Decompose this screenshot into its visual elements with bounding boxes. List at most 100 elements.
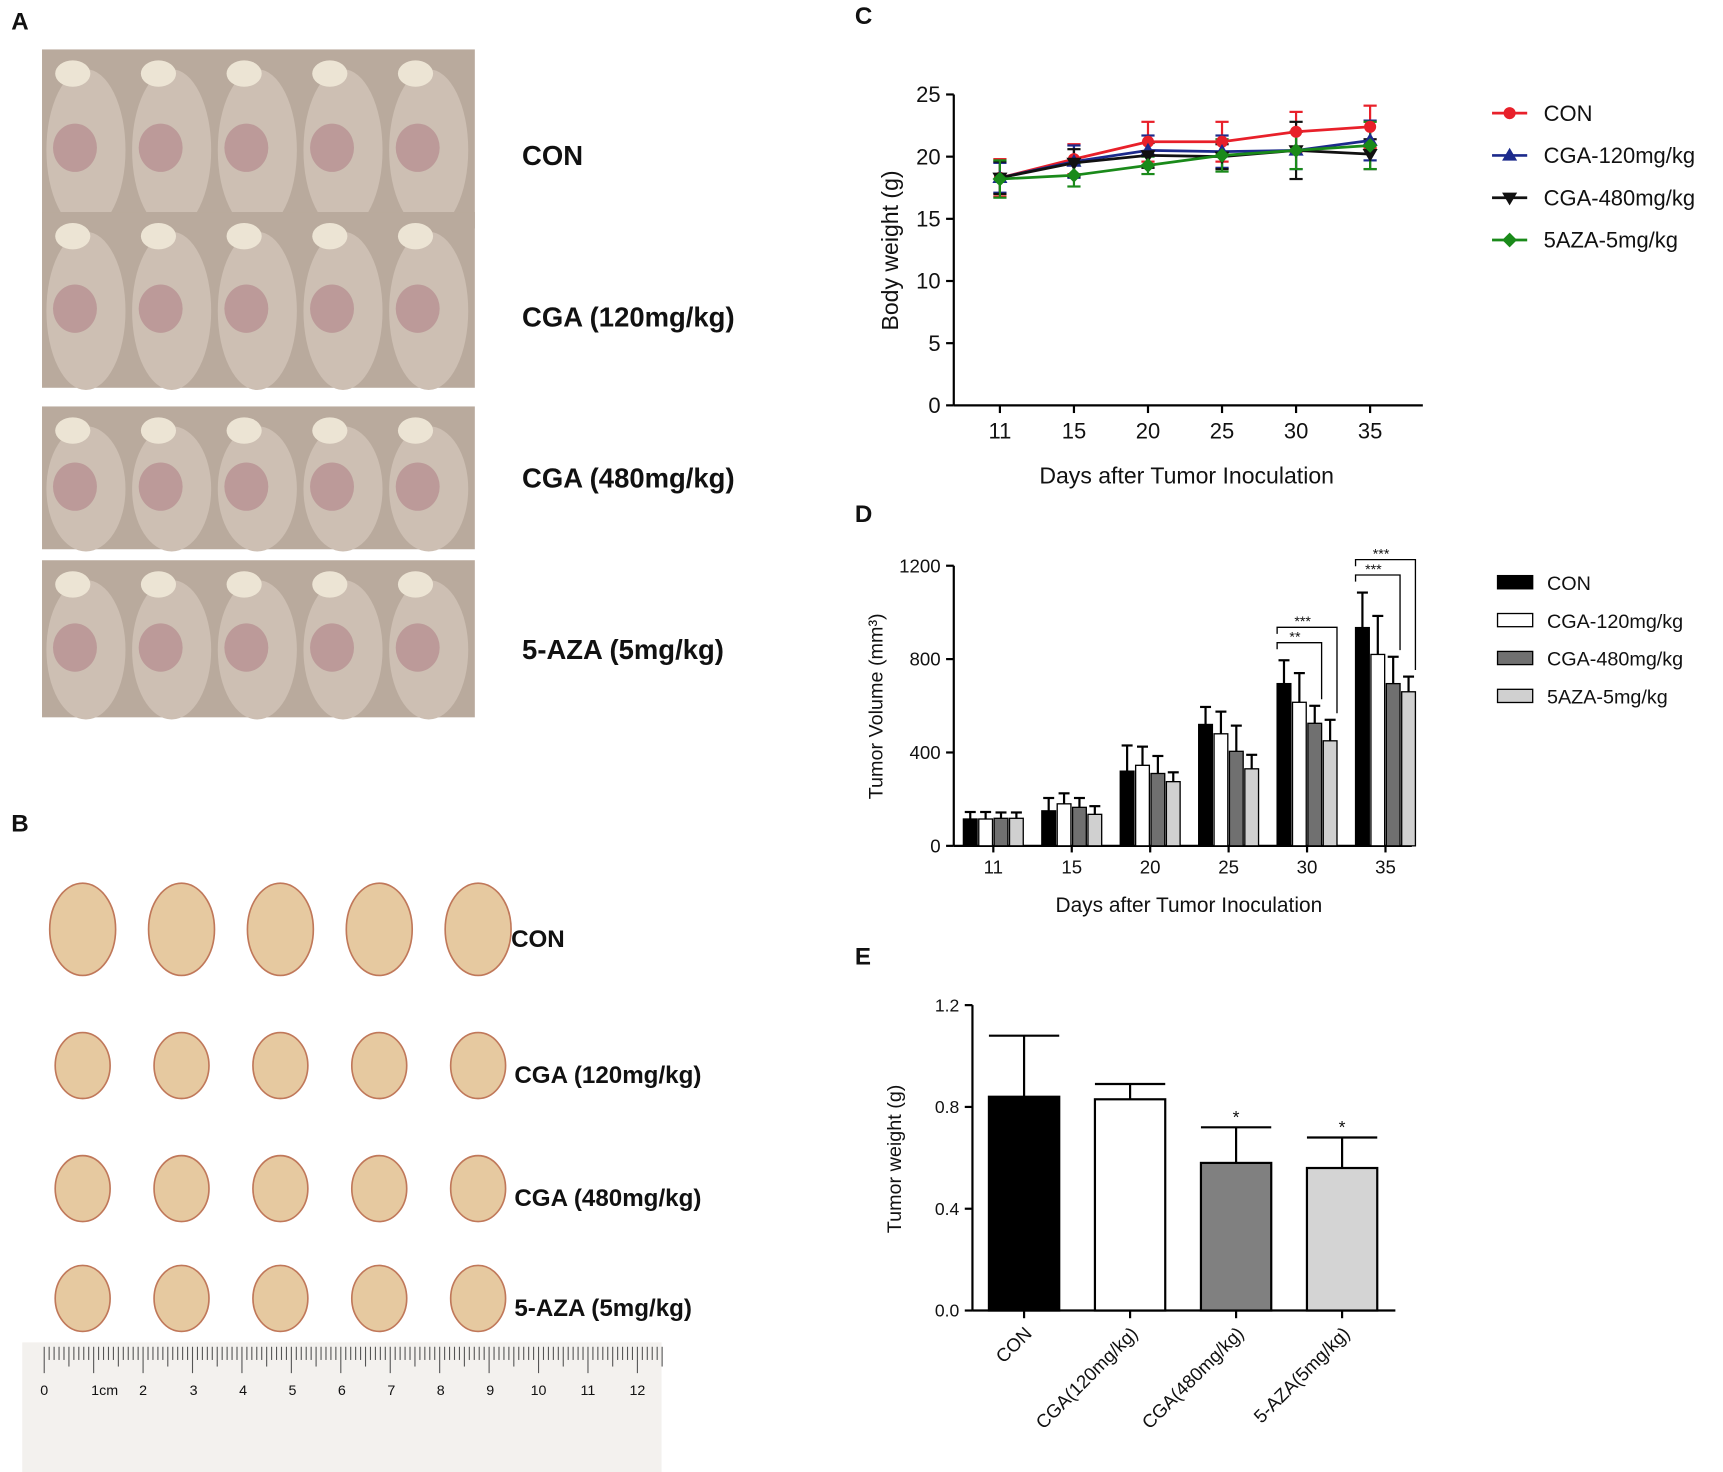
error-bar: [980, 810, 992, 820]
error-bar: [1356, 591, 1368, 628]
group-label: CGA (120mg/kg): [522, 301, 735, 332]
error-bar: [988, 1034, 1060, 1097]
bar: [1305, 1166, 1379, 1312]
significance-label: ***: [1294, 614, 1311, 630]
mouse-ear: [140, 571, 177, 598]
tumor: [449, 1154, 507, 1223]
legend-item: CGA-120mg/kg: [1496, 611, 1683, 633]
tumor: [252, 1264, 309, 1333]
error-bar: [1167, 771, 1179, 782]
bar: [1071, 806, 1087, 847]
significance-label: **: [1289, 630, 1301, 646]
bar: [1041, 810, 1057, 847]
bar: [1134, 764, 1151, 847]
panel-letter: B: [11, 811, 28, 838]
tumor: [54, 1031, 111, 1100]
bar: [978, 818, 994, 847]
ruler-label: 11: [581, 1383, 596, 1399]
significance-label: *: [1233, 1107, 1240, 1127]
bar: [1119, 770, 1135, 847]
significance-bracket: [1354, 558, 1417, 671]
mouse-ear: [312, 571, 348, 598]
mouse-ear: [55, 60, 91, 87]
legend-swatch: [1496, 574, 1534, 590]
group-label: CGA (480mg/kg): [522, 463, 735, 494]
ruler-label: 9: [486, 1383, 494, 1399]
ruler-label: 3: [190, 1383, 198, 1399]
ruler-label: 5: [289, 1383, 297, 1399]
legend-swatch: [1496, 612, 1534, 628]
error-bar: [1121, 744, 1133, 772]
tumor: [310, 123, 354, 172]
tumor: [395, 284, 440, 333]
y-tick-label: 20: [916, 144, 940, 169]
x-tick-label: 20: [1140, 856, 1161, 877]
group-label: CGA (480mg/kg): [514, 1185, 701, 1212]
ruler: [22, 1342, 662, 1472]
mouse-ear: [397, 417, 434, 444]
legend-item: CGA-120mg/kg: [1492, 143, 1695, 168]
x-tick-label: 11: [989, 418, 1012, 443]
group-label: CON: [522, 140, 583, 171]
group-label: CGA (120mg/kg): [514, 1062, 701, 1089]
bar: [1087, 813, 1103, 847]
tumor: [52, 462, 97, 511]
tumor: [224, 462, 269, 511]
mouse-ear: [140, 222, 177, 250]
y-tick-label: 15: [916, 207, 940, 232]
tumor: [54, 1154, 111, 1223]
tumor: [54, 1264, 111, 1333]
mouse-ear: [226, 417, 262, 444]
x-axis-label: Days after Tumor Inoculation: [1056, 894, 1323, 917]
ruler-label: 6: [338, 1383, 346, 1399]
bar: [1199, 1161, 1273, 1312]
tumor: [449, 1264, 507, 1333]
marker: [1140, 157, 1156, 173]
error-bar: [1089, 805, 1101, 815]
y-tick-label: 1.2: [935, 995, 959, 1015]
ruler-label: 1cm: [91, 1383, 118, 1399]
tumor: [52, 123, 97, 172]
marker: [1502, 232, 1517, 248]
bar: [993, 817, 1009, 847]
error-bar: [1324, 718, 1336, 741]
bar: [1198, 723, 1214, 847]
mouse-ear: [55, 571, 91, 598]
error-bar: [1043, 796, 1055, 811]
x-tick-label: 15: [1061, 856, 1082, 877]
bar: [1354, 626, 1370, 847]
legend-label: CGA-120mg/kg: [1547, 611, 1683, 633]
error-bar: [1293, 672, 1305, 703]
mouse-ear: [226, 571, 262, 598]
mouse-ear: [312, 60, 348, 87]
tumor: [252, 1031, 309, 1100]
tumor: [345, 882, 414, 977]
error-bar: [1137, 745, 1148, 766]
y-tick-label: 0: [930, 835, 940, 856]
tumor: [310, 623, 354, 672]
error-bar: [1403, 675, 1415, 692]
x-tick-label: 30: [1284, 418, 1308, 443]
tumor: [252, 1154, 309, 1223]
legend-label: 5AZA-5mg/kg: [1544, 228, 1678, 253]
mouse-ear: [397, 571, 434, 598]
x-tick-label: 35: [1358, 418, 1382, 443]
legend-label: CGA-480mg/kg: [1547, 649, 1683, 671]
marker: [1288, 143, 1304, 158]
error-bar: [1010, 811, 1022, 819]
y-tick-label: 0: [928, 393, 940, 418]
error-bar: [1200, 705, 1212, 725]
legend-label: CON: [1547, 573, 1591, 595]
mouse-ear: [55, 417, 91, 444]
x-tick-label: 11: [984, 856, 1003, 877]
bar: [1056, 803, 1072, 847]
significance-label: ***: [1373, 547, 1390, 563]
y-tick-label: 5: [928, 331, 940, 356]
tumor: [350, 1154, 408, 1223]
ruler-label: 0: [40, 1383, 48, 1399]
mouse-ear: [55, 222, 91, 250]
bar: [1322, 740, 1338, 847]
tumor: [395, 462, 440, 511]
marker: [992, 171, 1008, 187]
